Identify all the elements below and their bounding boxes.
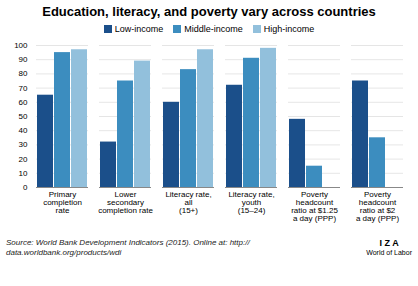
svg-text:30: 30 xyxy=(19,140,28,149)
svg-text:Primarycompletionrate: Primarycompletionrate xyxy=(43,190,82,215)
svg-text:Lowersecondarycompletion rate: Lowersecondarycompletion rate xyxy=(98,190,153,215)
svg-text:100: 100 xyxy=(14,41,28,50)
svg-text:70: 70 xyxy=(19,84,28,93)
html-text:Education, literacy, and pover: Education, literacy, and poverty vary ac… xyxy=(42,4,376,19)
svg-text:10: 10 xyxy=(19,169,28,178)
svg-text:0: 0 xyxy=(23,183,28,192)
svg-text:20: 20 xyxy=(19,155,28,164)
html-text:Low-income: Low-income xyxy=(114,24,164,34)
svg-text:Literacy rate,all(15+): Literacy rate,all(15+) xyxy=(165,190,211,215)
html-text:High-income: High-income xyxy=(263,24,315,34)
svg-text:50: 50 xyxy=(19,112,28,121)
svg-text:60: 60 xyxy=(19,98,28,107)
html-text:Middle-income: Middle-income xyxy=(184,24,243,34)
svg-text:Literacy rate,youth(15–24): Literacy rate,youth(15–24) xyxy=(228,190,274,215)
svg-text:Povertyheadcountratio at $2a d: Povertyheadcountratio at $2a day (PPP) xyxy=(356,190,399,223)
svg-text:40: 40 xyxy=(19,126,28,135)
html-text:Source: World Bank Development: Source: World Bank Development Indicator… xyxy=(6,238,250,257)
html-text:World of Labor: World of Labor xyxy=(366,249,412,256)
html-text:I Z A: I Z A xyxy=(379,238,399,248)
svg-text:Povertyheadcountratio at $1.25: Povertyheadcountratio at $1.25a day (PPP… xyxy=(291,190,338,223)
svg-text:80: 80 xyxy=(19,69,28,78)
svg-text:90: 90 xyxy=(19,55,28,64)
